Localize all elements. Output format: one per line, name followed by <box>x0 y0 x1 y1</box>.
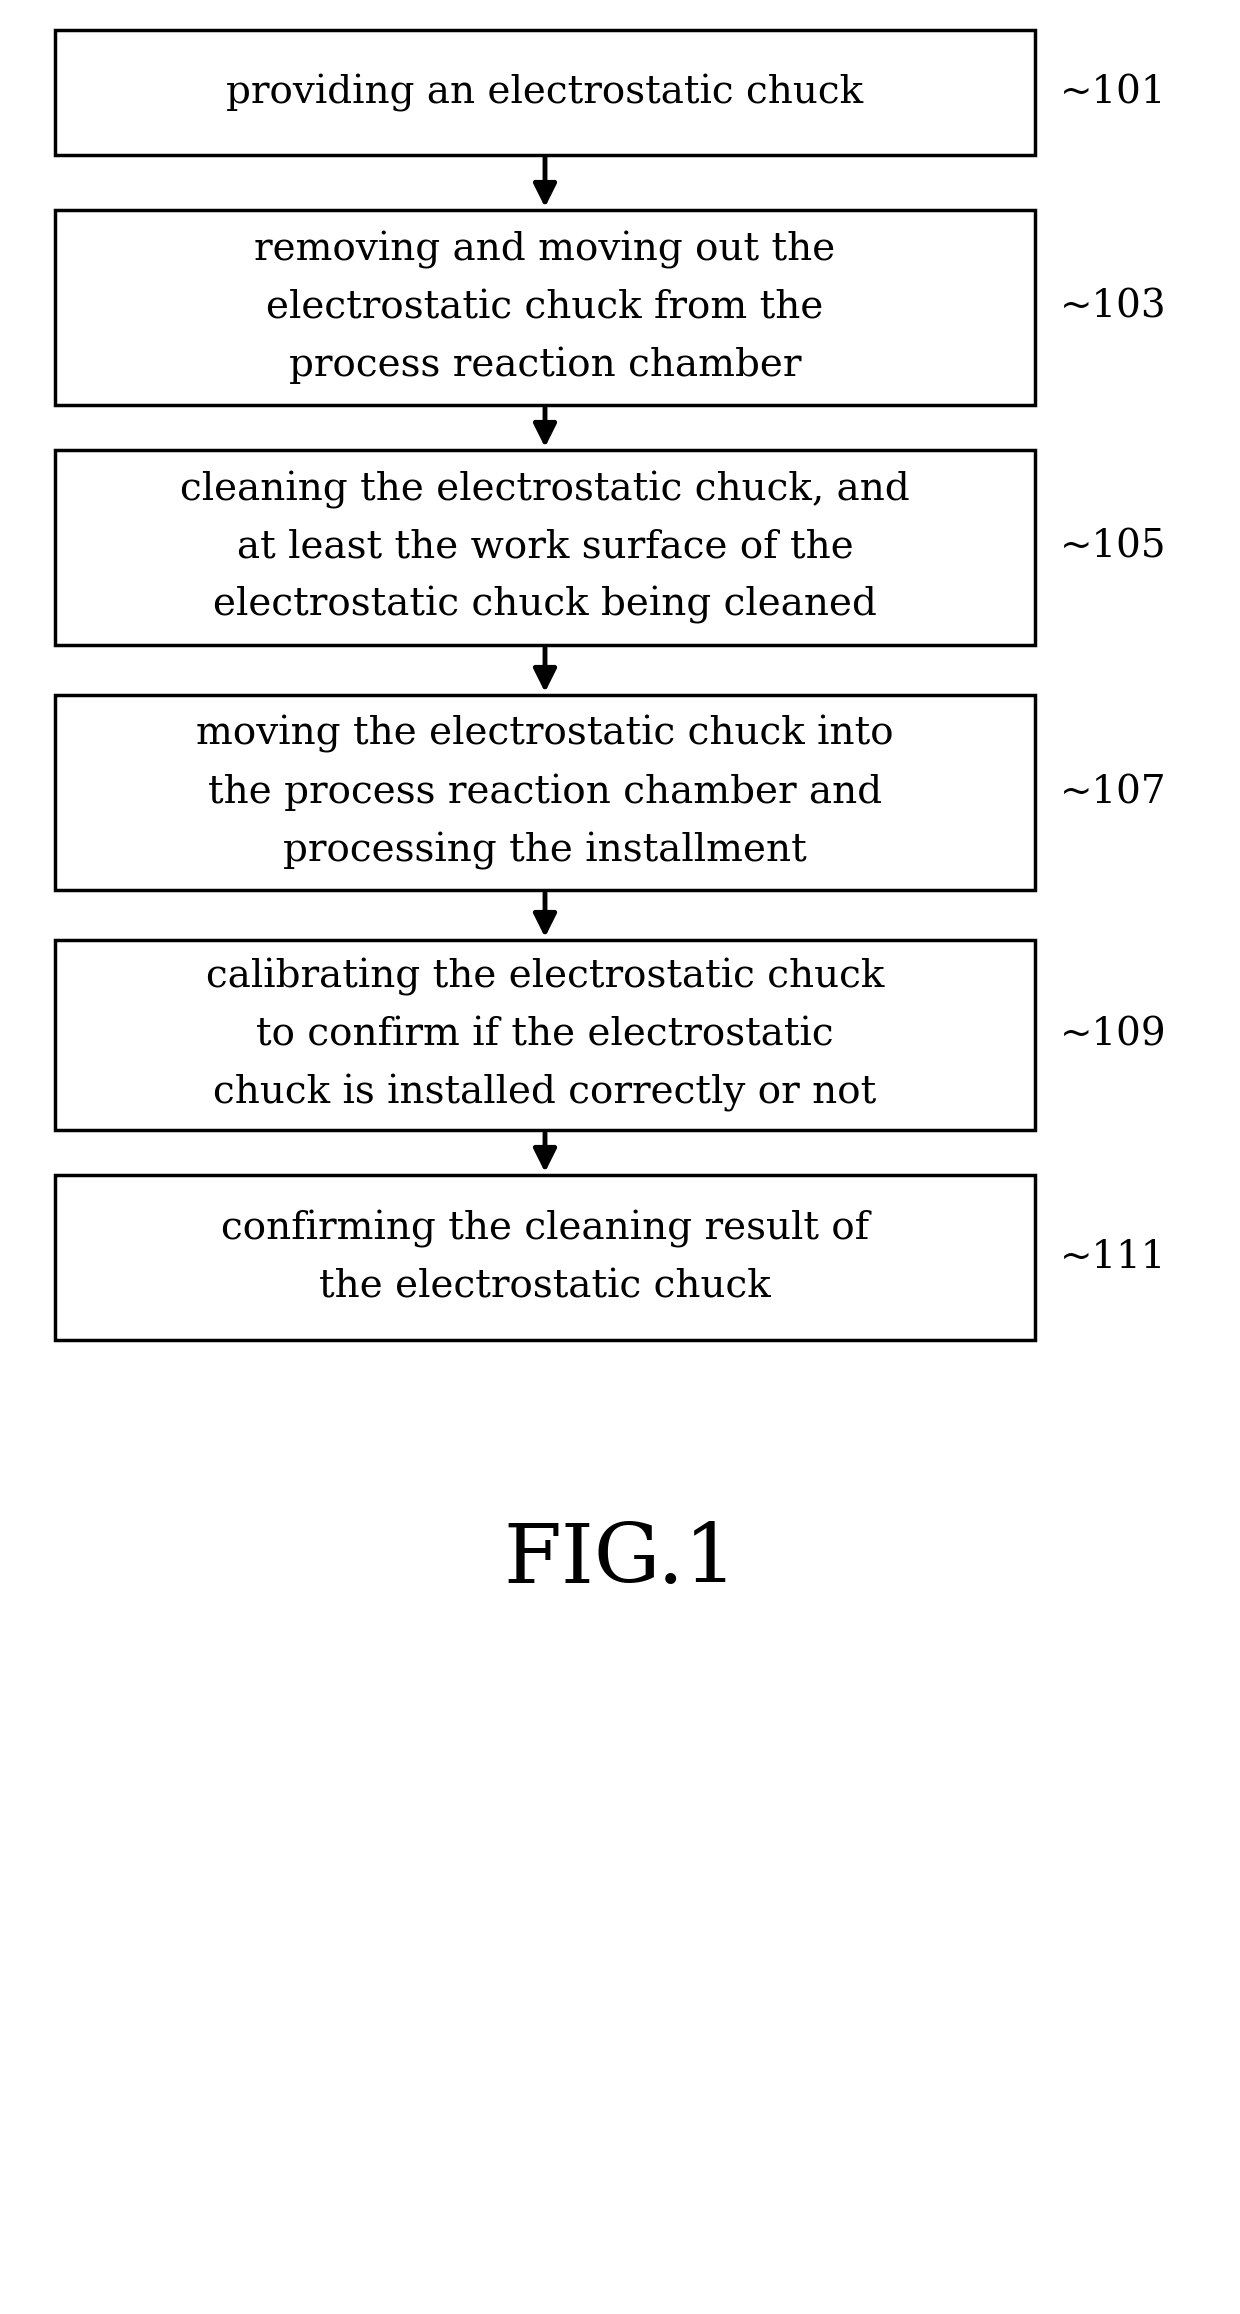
Bar <box>55 694 1035 891</box>
Text: ~103: ~103 <box>1060 289 1167 326</box>
Text: removing and moving out the
electrostatic chuck from the
process reaction chambe: removing and moving out the electrostati… <box>254 231 836 384</box>
Text: providing an electrostatic chuck: providing an electrostatic chuck <box>227 74 863 111</box>
Text: FIG.1: FIG.1 <box>503 1520 737 1599</box>
Text: cleaning the electrostatic chuck, and
at least the work surface of the
electrost: cleaning the electrostatic chuck, and at… <box>180 470 910 625</box>
Text: ~109: ~109 <box>1060 1016 1167 1053</box>
Bar <box>55 1176 1035 1340</box>
Text: calibrating the electrostatic chuck
to confirm if the electrostatic
chuck is ins: calibrating the electrostatic chuck to c… <box>206 958 884 1113</box>
Text: ~105: ~105 <box>1060 530 1167 567</box>
Text: ~101: ~101 <box>1060 74 1167 111</box>
Bar <box>55 211 1035 405</box>
Text: ~107: ~107 <box>1060 773 1167 810</box>
Bar <box>55 939 1035 1129</box>
Bar <box>55 449 1035 646</box>
Text: confirming the cleaning result of
the electrostatic chuck: confirming the cleaning result of the el… <box>221 1210 869 1305</box>
Text: ~111: ~111 <box>1060 1238 1167 1275</box>
Bar <box>55 30 1035 155</box>
Text: moving the electrostatic chuck into
the process reaction chamber and
processing : moving the electrostatic chuck into the … <box>196 715 894 870</box>
